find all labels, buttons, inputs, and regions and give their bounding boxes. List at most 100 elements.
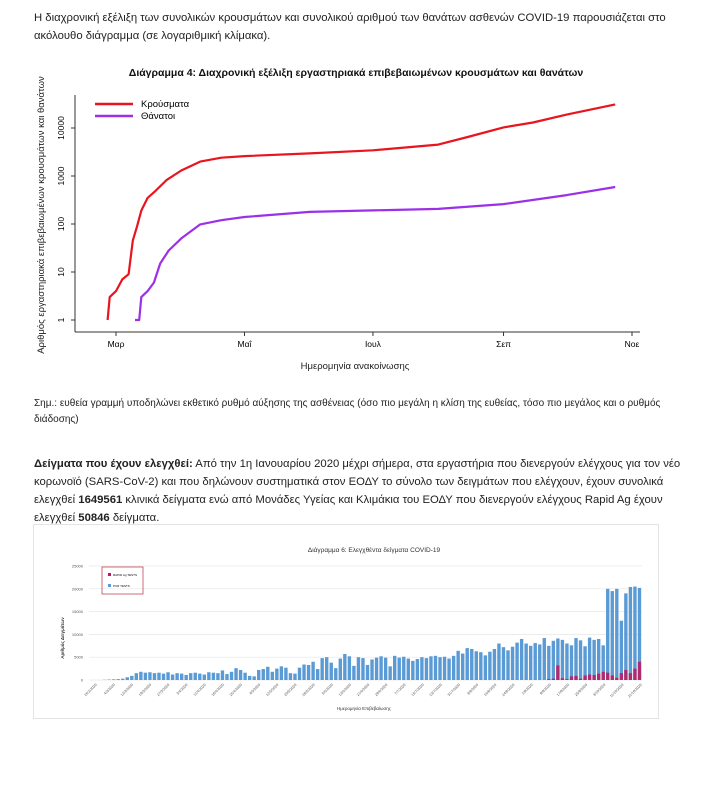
samples-text: κλινικά δείγματα ενώ από Μονάδες Υγείας … (34, 494, 663, 524)
rapid-total: 50846 (78, 512, 110, 524)
pcr-bar (207, 672, 211, 680)
pcr-bar (184, 674, 188, 680)
pcr-bar (397, 657, 401, 680)
pcr-bar (325, 657, 329, 680)
pcr-bar (161, 673, 166, 680)
pcr-bar (125, 677, 129, 680)
x-tick-label: Σεπ (496, 339, 511, 349)
y-tick-label: 100 (56, 217, 66, 231)
x-tick-label: 23/7/2020 (429, 683, 443, 697)
pcr-bar (225, 674, 229, 680)
x-tick-label: 1/9/2020 (521, 683, 534, 696)
samples-chart-frame: Διάγραμμα 6: Ελεγχθέντα δείγματα COVID-1… (33, 524, 659, 719)
pcr-bar (238, 669, 243, 680)
pcr-bar (402, 656, 406, 680)
pcr-bar (624, 593, 628, 680)
x-tick-label: 28/5/2020 (302, 683, 316, 697)
pcr-bar (170, 674, 175, 680)
pcr-bar (515, 642, 519, 680)
legend-label-deaths: Θάνατοι (141, 111, 175, 122)
pcr-bar (492, 648, 497, 680)
pcr-bar (460, 653, 465, 680)
pcr-bar (442, 656, 447, 680)
samples-heading: Δείγματα που έχουν ελεγχθεί: (34, 458, 193, 470)
pcr-bar (488, 651, 492, 680)
pcr-bar (506, 650, 510, 680)
pcr-bar (356, 657, 361, 680)
pcr-bar (202, 674, 207, 680)
rapid-bar (556, 665, 560, 680)
rapid-bar (633, 668, 637, 680)
pcr-bar (438, 657, 442, 680)
pcr-bar (479, 652, 483, 680)
x-tick-label: 17/9/2020 (556, 683, 570, 697)
pcr-bar (596, 638, 601, 680)
pcr-bar (179, 673, 184, 680)
pcr-bar (284, 667, 288, 680)
y-tick-label: 10000 (72, 632, 84, 637)
rapid-bar (569, 676, 574, 680)
pcr-bar (392, 655, 397, 680)
x-tick-label: 26/2/2020 (84, 683, 98, 697)
pcr-bar (433, 655, 438, 680)
pcr-bar (139, 671, 143, 680)
rapid-bar (551, 678, 556, 680)
pcr-bar (121, 678, 125, 680)
rapid-bar (615, 677, 619, 680)
pcr-bar (157, 672, 161, 680)
rapid-bar (578, 678, 583, 680)
samples-paragraph: Δείγματα που έχουν ελεγχθεί: Από την 1η … (34, 455, 694, 527)
y-tick-label: 25000 (72, 564, 84, 569)
x-tick-label: 19/3/2020 (138, 683, 152, 697)
pcr-bar (252, 676, 256, 680)
pcr-bar (456, 650, 460, 680)
rapid-bar (610, 675, 614, 680)
rapid-bar (637, 661, 642, 680)
rapid-bar (574, 675, 578, 680)
deaths-line (135, 185, 616, 322)
rapid-bar (592, 674, 596, 680)
pcr-bar (551, 640, 556, 680)
pcr-bar (361, 658, 365, 680)
pcr-bar (216, 673, 220, 680)
pcr-bar (379, 656, 383, 680)
x-tick-label: Ιουλ (365, 339, 382, 349)
x-tick-label: Μαρ (108, 339, 125, 349)
pcr-bar (470, 648, 474, 680)
pcr-bar (320, 658, 324, 680)
pcr-bar (519, 638, 524, 680)
rapid-bar (565, 679, 569, 680)
pcr-bar (633, 586, 637, 680)
y-tick-label: 5000 (74, 655, 84, 660)
pcr-bar (279, 666, 284, 680)
pcr-bar (547, 645, 551, 680)
pcr-bar (329, 662, 333, 680)
chart-title: Διάγραμμα 6: Ελεγχθέντα δείγματα COVID-1… (308, 546, 441, 554)
y-tick-label: 0 (81, 678, 84, 683)
x-tick-label: 21/10/2020 (627, 683, 643, 699)
x-tick-label: 13/6/2020 (338, 683, 352, 697)
pcr-total: 1649561 (78, 494, 123, 506)
y-tick-label: 20000 (72, 586, 84, 591)
pcr-bar (229, 671, 234, 680)
x-axis-label: Ημερομηνία Επιβεβαίωσης (337, 706, 392, 711)
pcr-bar (411, 660, 415, 680)
legend-box (101, 566, 144, 595)
x-tick-label: 9/9/2020 (539, 683, 552, 696)
x-axis-label: Ημερομηνία ανακοίνωσης (301, 361, 410, 372)
pcr-bar (610, 591, 614, 680)
pcr-bar (592, 639, 596, 680)
x-tick-label: 29/6/2020 (374, 683, 388, 697)
legend-label-pcr: PCR TESTS (113, 584, 130, 588)
pcr-bar (583, 646, 587, 680)
pcr-bar (615, 588, 619, 680)
rapid-bar (587, 674, 592, 680)
pcr-bar (560, 639, 565, 680)
intro-paragraph: Η διαχρονική εξέλιξη των συνολικών κρουσ… (34, 12, 666, 42)
x-tick-label: 25/9/2020 (574, 683, 588, 697)
rapid-bar (619, 673, 624, 680)
pcr-bar (257, 669, 261, 680)
x-tick-label: 18/4/2020 (211, 683, 225, 697)
x-tick-label: 15/7/2020 (411, 683, 425, 697)
